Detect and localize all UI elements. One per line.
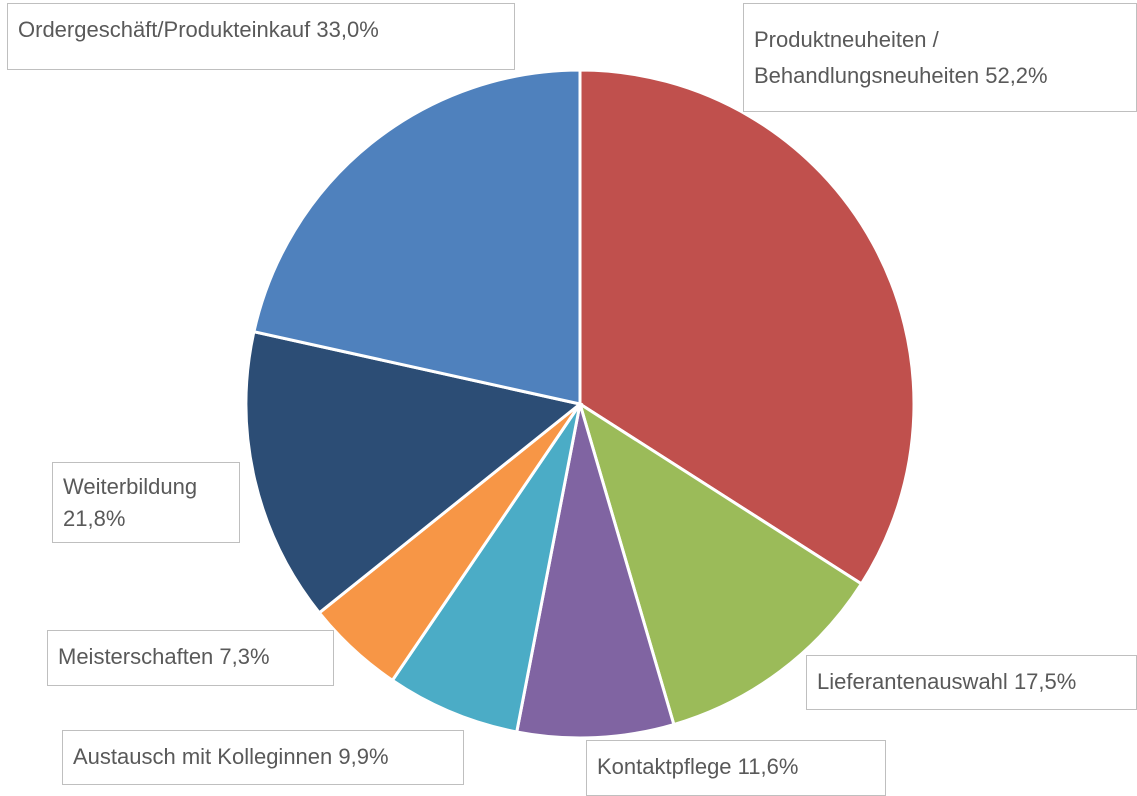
- data-label: Lieferantenauswahl 17,5%: [806, 655, 1137, 710]
- category-label: Weiterbildung: [63, 474, 198, 499]
- pie-slice: [577, 400, 864, 727]
- pie-slice: [578, 68, 916, 586]
- category-label: Produktneuheiten / Behandlungsneuheiten: [754, 27, 980, 88]
- data-label: Austausch mit Kolleginnen 9,9%: [62, 730, 464, 785]
- value-label: 17,5%: [1013, 669, 1077, 694]
- pie-slice: [390, 403, 582, 734]
- category-label: Kontaktpflege: [597, 754, 732, 779]
- value-label: 11,6%: [737, 754, 799, 779]
- category-label: Lieferantenauswahl: [817, 669, 1008, 694]
- category-label: Meisterschaften: [58, 644, 214, 669]
- data-label: Weiterbildung 21,8%: [52, 462, 240, 543]
- value-label: 52,2%: [985, 63, 1048, 88]
- value-label: 9,9%: [338, 744, 389, 769]
- data-label: Kontaktpflege 11,6%: [586, 740, 886, 796]
- value-label: 7,3%: [219, 644, 270, 669]
- data-label: Produktneuheiten / Behandlungsneuheiten …: [743, 3, 1137, 112]
- category-label: Ordergeschäft/Produkteinkauf: [18, 17, 311, 42]
- pie-slice: [252, 68, 582, 406]
- value-label: 33,0%: [316, 17, 379, 42]
- value-label: 21,8%: [63, 506, 126, 531]
- pie-slice: [244, 329, 584, 615]
- category-label: Austausch mit Kolleginnen: [73, 744, 333, 769]
- data-label: Ordergeschäft/Produkteinkauf 33,0%: [7, 3, 515, 70]
- pie-slice: [514, 403, 676, 740]
- data-label: Meisterschaften 7,3%: [47, 630, 334, 686]
